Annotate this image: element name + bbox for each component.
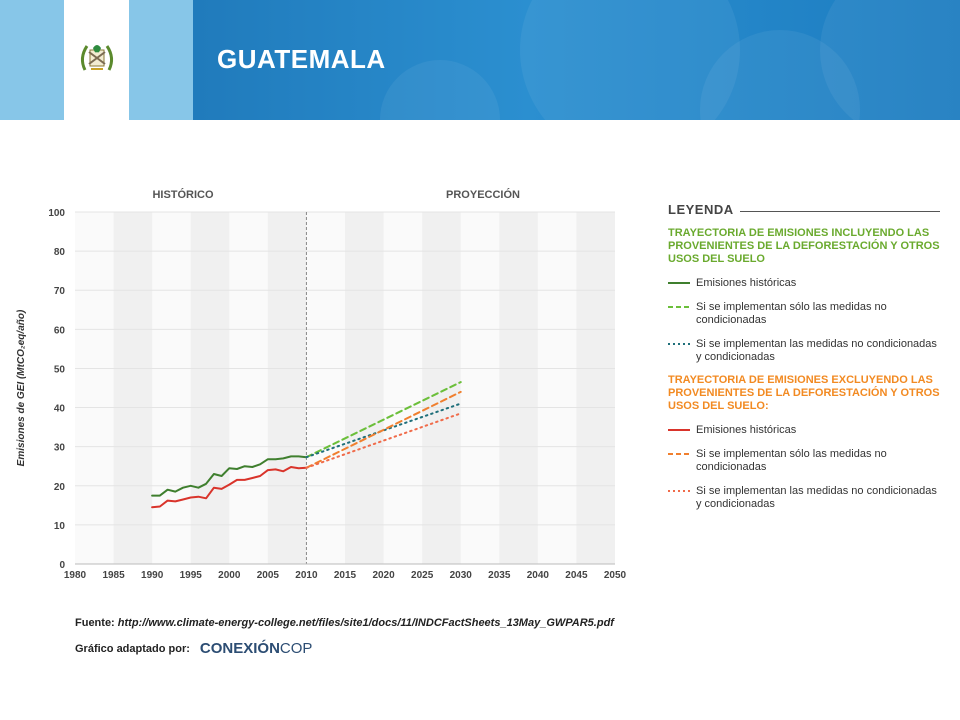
plot-band <box>190 212 230 564</box>
legend-swatch-dashed-orange <box>668 453 690 455</box>
x-tick-label: 2035 <box>488 570 511 581</box>
plot-band <box>576 212 615 564</box>
guatemala-flag <box>0 0 193 120</box>
plot-band <box>422 212 461 564</box>
y-tick-label: 0 <box>59 560 65 571</box>
legend-item: Emisiones históricas <box>668 277 940 290</box>
legend-item: Si se implementan sólo las medidas no co… <box>668 301 940 327</box>
x-tick-label: 1990 <box>141 570 164 581</box>
series-line-1 <box>305 381 462 459</box>
series-line-5 <box>305 412 462 469</box>
x-tick-label: 2030 <box>450 570 473 581</box>
flag-stripe-right <box>129 0 193 120</box>
y-tick-label: 30 <box>54 443 66 454</box>
page-title: GUATEMALA <box>217 44 386 74</box>
conexioncop-logo: CONEXIÓNCOP <box>199 640 313 657</box>
legend-item: Si se implementan las medidas no condici… <box>668 485 940 511</box>
x-tick-label: 2025 <box>411 570 434 581</box>
y-axis-label: Emisiones de GEI (MtCO₂eq/año) <box>16 309 27 466</box>
y-tick-label: 10 <box>54 521 66 532</box>
legend-item: Emisiones históricas <box>668 424 940 437</box>
coat-of-arms-icon <box>75 36 119 85</box>
page-header: GUATEMALA <box>0 0 960 120</box>
legend-title: LEYENDA <box>668 202 940 217</box>
series-line-3 <box>151 466 308 509</box>
legend-group-excluding: TRAYECTORIA DE EMISIONES EXCLUYENDO LAS … <box>668 374 940 412</box>
x-tick-label: 2015 <box>334 570 357 581</box>
legend-item: Si se implementan las medidas no condici… <box>668 338 940 364</box>
legend-swatch-dashed-green <box>668 306 690 308</box>
y-tick-label: 80 <box>54 247 66 258</box>
source-link[interactable]: http://www.climate-energy-college.net/fi… <box>117 617 614 629</box>
x-tick-label: 2010 <box>295 570 318 581</box>
legend-swatch-dotted-teal <box>668 343 690 345</box>
series-line-0 <box>151 455 308 497</box>
plot-band <box>113 212 153 564</box>
x-tick-label: 2000 <box>218 570 241 581</box>
credit-note: Gráfico adaptado por: CONEXIÓNCOP <box>75 640 313 657</box>
legend-item: Si se implementan sólo las medidas no co… <box>668 448 940 474</box>
y-tick-label: 100 <box>48 208 65 219</box>
y-tick-label: 50 <box>54 364 66 375</box>
plot-band <box>267 212 307 564</box>
x-tick-label: 2045 <box>565 570 588 581</box>
legend-swatch-dotted-salmon <box>668 490 690 492</box>
y-tick-label: 70 <box>54 286 66 297</box>
source-note: Fuente: http://www.climate-energy-colleg… <box>75 617 614 629</box>
legend-group-including: TRAYECTORIA DE EMISIONES INCLUYENDO LAS … <box>668 227 940 265</box>
x-tick-label: 2005 <box>257 570 280 581</box>
legend-swatch-solid-red <box>668 429 690 431</box>
emissions-chart: HISTÓRICO PROYECCIÓN010203040506070801001… <box>16 188 627 581</box>
section-label-historico: HISTÓRICO <box>152 188 214 201</box>
y-tick-label: 60 <box>54 325 66 336</box>
flag-stripe-center <box>64 0 129 120</box>
x-tick-label: 2050 <box>604 570 627 581</box>
x-tick-label: 2040 <box>527 570 550 581</box>
x-tick-label: 1980 <box>64 570 87 581</box>
y-tick-label: 20 <box>54 482 66 493</box>
plot-band <box>499 212 538 564</box>
series-line-4 <box>305 390 462 469</box>
flag-stripe-left <box>0 0 64 120</box>
x-tick-label: 1995 <box>180 570 203 581</box>
legend: LEYENDA TRAYECTORIA DE EMISIONES INCLUYE… <box>668 202 940 511</box>
legend-swatch-solid-green <box>668 282 690 284</box>
x-tick-label: 1985 <box>102 570 125 581</box>
y-tick-label: 40 <box>54 404 66 415</box>
plot-band <box>345 212 384 564</box>
section-label-proyeccion: PROYECCIÓN <box>446 188 520 201</box>
x-tick-label: 2020 <box>372 570 395 581</box>
